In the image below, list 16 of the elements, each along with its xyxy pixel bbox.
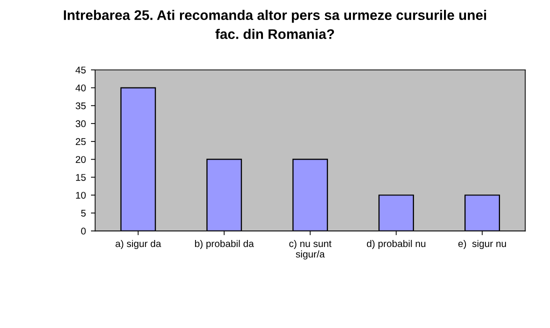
x-tick-label: a) sigur da <box>116 240 162 250</box>
x-tick-label: b) probabil da <box>195 240 254 250</box>
y-tick-label: 35 <box>76 102 86 110</box>
y-tick-label: 10 <box>76 192 86 199</box>
y-tick-label: 5 <box>81 210 86 217</box>
y-tick-label: 20 <box>76 156 86 163</box>
chart-title: Intrebarea 25. Ati recomanda altor pers sa urmeze cursurile unei fac. din Romania? <box>64 10 486 40</box>
y-tick-label: 15 <box>76 174 86 181</box>
x-tick-label: d) probabil nu <box>366 240 426 250</box>
x-tick-label: e) sigur nu <box>458 240 506 250</box>
x-tick-label: c) nu sunt sigur/a <box>289 240 332 260</box>
y-tick-label: 0 <box>81 228 86 235</box>
y-tick-label: 25 <box>76 138 86 146</box>
y-tick-label: 30 <box>76 120 86 128</box>
y-tick-label: 40 <box>76 84 86 92</box>
y-tick-label: 45 <box>76 66 86 74</box>
